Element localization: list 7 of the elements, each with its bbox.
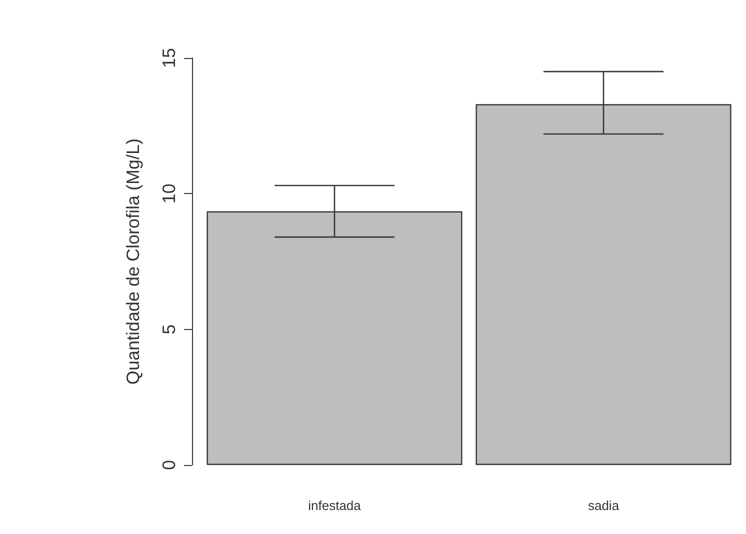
- y-axis-title: Quantidade de Clorofila (Mg/L): [123, 138, 143, 385]
- y-tick-label: 10: [159, 184, 179, 204]
- y-tick-label: 5: [159, 324, 179, 334]
- y-tick-label: 0: [159, 460, 179, 470]
- x-tick-label: infestada: [308, 498, 362, 513]
- y-tick-label: 15: [159, 48, 179, 68]
- x-tick-label: sadia: [588, 498, 620, 513]
